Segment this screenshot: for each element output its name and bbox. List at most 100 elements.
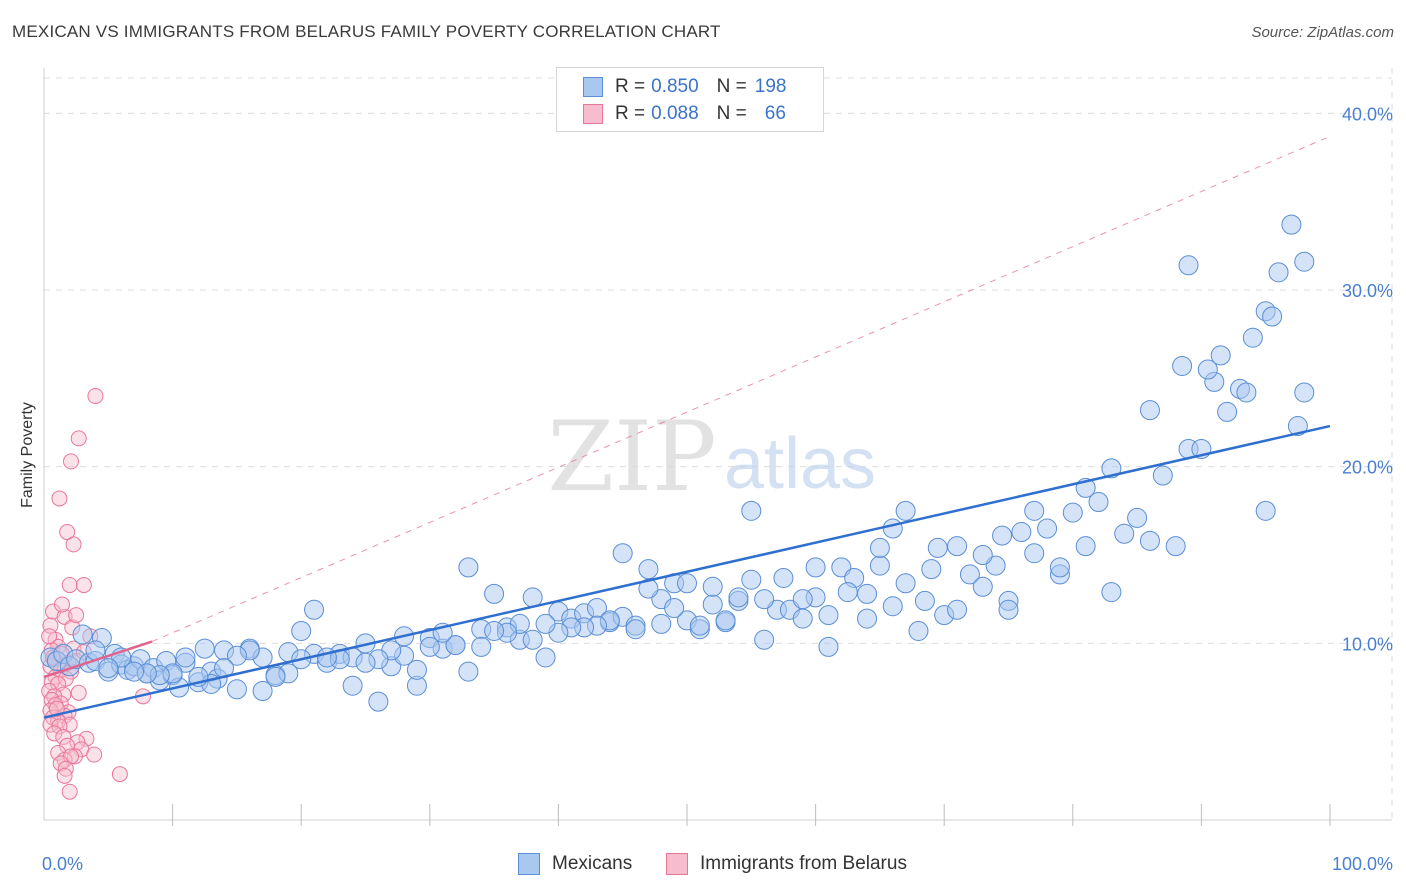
legend-n-value-1: 198 [754, 76, 787, 97]
point-belarus [70, 684, 87, 701]
x-tick-label-max: 100.0% [1332, 854, 1393, 874]
point-belarus [66, 748, 83, 765]
point-mexicans [927, 537, 948, 558]
point-belarus [54, 596, 71, 613]
bottom-legend-swatch-pink [666, 853, 688, 875]
point-mexicans [124, 661, 145, 682]
point-mexicans [226, 679, 247, 700]
point-mexicans [728, 587, 749, 608]
point-mexicans [869, 555, 890, 576]
point-belarus [61, 577, 78, 594]
point-mexicans [1114, 523, 1135, 544]
chart-title: MEXICAN VS IMMIGRANTS FROM BELARUS FAMIL… [12, 22, 721, 41]
point-belarus [55, 728, 72, 745]
blue-points [40, 214, 1315, 712]
point-mexicans [1255, 500, 1276, 521]
point-belarus [48, 700, 65, 717]
point-mexicans [522, 629, 543, 650]
point-mexicans [1101, 582, 1122, 603]
point-mexicans [226, 645, 247, 666]
point-belarus [61, 783, 78, 800]
point-belarus [86, 746, 103, 763]
point-mexicans [837, 582, 858, 603]
point-mexicans [857, 608, 878, 629]
bottom-legend-swatch-blue [518, 853, 540, 875]
point-mexicans [406, 659, 427, 680]
point-mexicans [1139, 530, 1160, 551]
point-mexicans [291, 620, 312, 641]
point-mexicans [1075, 536, 1096, 557]
point-mexicans [702, 594, 723, 615]
point-mexicans [1101, 458, 1122, 479]
trend-line-mexicans [43, 424, 1331, 719]
point-mexicans [818, 605, 839, 626]
point-mexicans [1178, 255, 1199, 276]
point-mexicans [1165, 536, 1186, 557]
point-mexicans [458, 661, 479, 682]
point-mexicans [773, 567, 794, 588]
point-mexicans [175, 647, 196, 668]
point-mexicans [972, 576, 993, 597]
legend-r-value-2: 0.088 [651, 103, 699, 124]
point-mexicans [651, 613, 672, 634]
point-mexicans [992, 525, 1013, 546]
point-mexicans [638, 559, 659, 580]
point-mexicans [677, 573, 697, 594]
point-mexicans [471, 636, 492, 657]
point-mexicans [908, 620, 929, 641]
point-mexicans [869, 537, 890, 558]
point-mexicans [1287, 416, 1308, 437]
axes [43, 68, 1393, 826]
point-mexicans [1281, 214, 1302, 235]
point-mexicans [1217, 401, 1238, 422]
point-mexicans [689, 615, 710, 636]
legend-row-mexicans: R = 0.850 N = 198 [583, 75, 786, 99]
point-mexicans [664, 598, 685, 618]
point-mexicans [1024, 500, 1045, 521]
point-mexicans [1062, 502, 1083, 523]
point-mexicans [1262, 306, 1283, 327]
x-tick-label-min: 0.0% [42, 854, 83, 874]
point-mexicans [882, 596, 903, 617]
trend-lines [43, 135, 1331, 719]
bottom-legend-label-mexicans: Mexicans [552, 853, 633, 874]
point-mexicans [715, 610, 736, 631]
point-mexicans [304, 599, 325, 620]
point-mexicans [98, 658, 119, 679]
point-mexicans [638, 578, 659, 599]
point-mexicans [895, 500, 916, 521]
point-mexicans [1139, 400, 1160, 421]
point-mexicans [1172, 355, 1193, 376]
point-mexicans [1037, 518, 1058, 539]
point-mexicans [72, 624, 93, 645]
y-tick-label: 20.0% [1342, 458, 1393, 478]
point-mexicans [895, 573, 916, 594]
point-mexicans [914, 590, 935, 611]
point-mexicans [818, 636, 839, 657]
point-mexicans [419, 636, 440, 657]
point-belarus [68, 607, 85, 624]
point-mexicans [1294, 382, 1315, 403]
point-mexicans [959, 564, 980, 585]
point-mexicans [194, 638, 215, 659]
y-tick-label: 30.0% [1342, 281, 1393, 301]
point-mexicans [947, 536, 968, 557]
point-belarus [59, 524, 76, 541]
point-mexicans [972, 545, 993, 565]
point-mexicans [342, 675, 363, 696]
point-mexicans [741, 569, 762, 590]
point-mexicans [882, 518, 903, 539]
point-mexicans [1127, 507, 1148, 528]
point-mexicans [741, 500, 762, 521]
point-mexicans [805, 557, 826, 578]
legend-r-value-1: 0.850 [651, 76, 699, 97]
point-belarus [61, 716, 78, 733]
point-mexicans [754, 589, 775, 610]
point-mexicans [857, 583, 878, 604]
point-mexicans [1242, 327, 1263, 348]
point-mexicans [1024, 543, 1045, 564]
point-mexicans [1011, 522, 1032, 543]
bottom-legend-belarus: Immigrants from Belarus [666, 851, 907, 877]
watermark-zip: ZIP [547, 401, 716, 513]
point-mexicans [1049, 557, 1070, 578]
